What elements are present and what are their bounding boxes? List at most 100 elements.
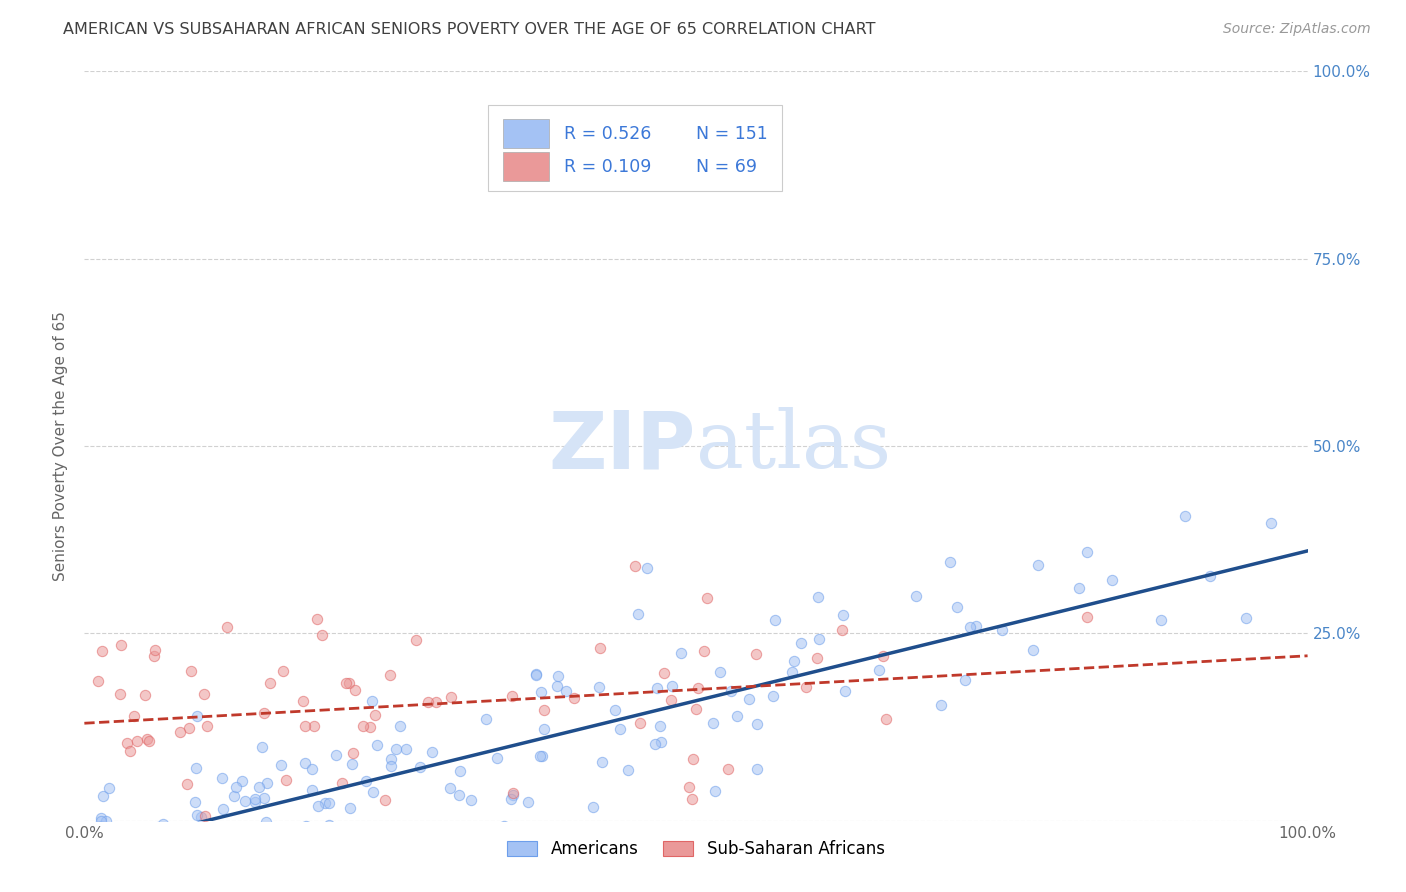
Point [474,712,496,726]
Point [194,829,217,843]
Point [222,789,245,803]
Point [875,712,897,726]
Point [616,763,638,777]
Point [186,808,208,822]
Point [449,764,471,779]
Point [704,783,727,797]
Point [447,788,470,802]
Point [186,709,208,723]
Point [716,762,738,776]
Point [180,825,202,839]
Point [650,719,672,733]
Point [678,780,700,794]
Point [176,777,198,791]
Point [138,829,160,843]
Point [395,742,418,756]
Point [636,561,658,575]
Point [533,703,555,717]
Point [408,760,430,774]
Point [312,829,335,843]
Point [529,749,551,764]
Point [274,772,297,787]
Point [794,680,817,694]
Point [84,829,107,843]
Point [253,706,276,721]
Point [294,719,316,733]
Point [363,785,385,799]
Point [94,814,117,828]
Point [624,559,647,574]
Point [1076,609,1098,624]
Point [146,820,169,834]
Point [745,647,768,661]
Point [461,829,484,843]
Text: N = 151: N = 151 [696,125,768,143]
Point [117,829,139,843]
Point [160,829,183,843]
Point [294,756,316,770]
Point [243,792,266,806]
Point [91,789,114,804]
Point [280,829,302,843]
Point [356,823,378,838]
Point [305,612,328,626]
Point [91,829,114,843]
Point [628,716,651,731]
Point [806,651,828,665]
Point [117,829,139,843]
Point [215,620,238,634]
Point [174,829,197,843]
FancyBboxPatch shape [488,105,782,191]
Point [307,798,329,813]
Point [318,818,340,832]
Legend: Americans, Sub-Saharan Africans: Americans, Sub-Saharan Africans [501,833,891,864]
Point [486,751,509,765]
Point [659,693,682,707]
Point [938,555,960,569]
Point [402,829,425,843]
Point [533,722,555,736]
Point [959,619,981,633]
Text: R = 0.109: R = 0.109 [564,158,651,176]
Point [502,788,524,802]
Point [671,646,693,660]
Y-axis label: Seniors Poverty Over the Age of 65: Seniors Poverty Over the Age of 65 [53,311,69,581]
Point [249,829,271,843]
Point [292,694,315,708]
Point [1174,508,1197,523]
Point [134,688,156,702]
Point [110,638,132,652]
Point [650,735,672,749]
Point [380,759,402,773]
Point [363,821,385,835]
Point [1260,516,1282,531]
Point [314,797,336,811]
Point [661,679,683,693]
Point [380,751,402,765]
Point [211,771,233,785]
Point [738,691,761,706]
Point [110,687,132,701]
Point [929,698,952,712]
Point [591,756,613,770]
FancyBboxPatch shape [503,153,550,181]
Point [831,608,853,623]
Point [745,762,768,776]
Point [762,689,785,703]
Point [555,683,578,698]
FancyBboxPatch shape [503,120,550,148]
Point [354,773,377,788]
Point [1198,569,1220,583]
Point [374,793,396,807]
Point [720,684,742,698]
Point [1069,582,1091,596]
Point [652,665,675,680]
Point [702,715,724,730]
Point [360,694,382,708]
Point [645,681,668,695]
Point [136,732,159,747]
Point [529,685,551,699]
Point [782,665,804,679]
Point [224,829,246,843]
Point [233,794,256,808]
